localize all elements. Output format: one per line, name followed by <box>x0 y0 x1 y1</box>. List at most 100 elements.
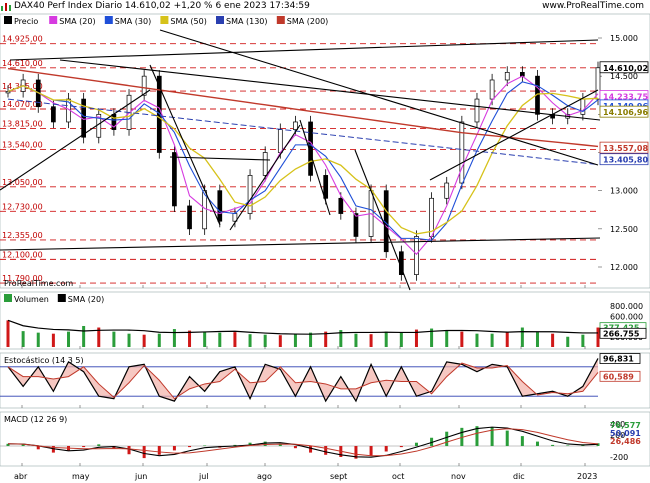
volume-bar <box>248 334 252 347</box>
macd-histogram-bar <box>293 446 297 449</box>
site-url: www.ProRealTime.com <box>542 1 644 11</box>
macd-histogram-bar <box>535 441 539 446</box>
macd-histogram-bar <box>414 442 418 446</box>
legend-swatch <box>216 16 224 24</box>
trend-line <box>169 156 271 161</box>
panel-price <box>0 13 650 289</box>
volume-bar <box>339 330 343 347</box>
right-label-box <box>599 153 649 166</box>
legend-label: SMA (130) <box>226 17 268 26</box>
macd-histogram-bar <box>172 446 176 451</box>
volume-bar <box>490 333 494 347</box>
right-label: 14.106,96 <box>603 108 648 117</box>
x-tick-label: abr <box>14 472 28 481</box>
right-label-box <box>599 370 641 382</box>
candle <box>172 152 177 207</box>
watermark: ProRealTime.com <box>4 279 73 288</box>
support-label: 13.050,00 <box>2 178 43 187</box>
x-tick-label: ago <box>257 472 272 481</box>
right-label-box <box>599 141 649 154</box>
right-label: 96,831 <box>603 355 634 364</box>
macd-histogram-bar <box>445 431 449 446</box>
volume-bar <box>21 331 25 347</box>
candle <box>141 75 147 96</box>
support-label: 12.730,00 <box>2 202 43 211</box>
macd-histogram-bar <box>157 446 161 455</box>
x-tick-label: may <box>72 472 90 481</box>
chart-title: DAX40 Perf Index Diario 14.610,02 +1,20 … <box>14 1 310 11</box>
trend-line <box>0 237 601 251</box>
x-tick-label: oct <box>392 472 404 481</box>
candle <box>353 213 359 237</box>
macd-histogram-bar <box>248 442 252 446</box>
top-bar: DAX40 Perf Index Diario 14.610,02 +1,20 … <box>0 0 650 14</box>
volume-bar <box>263 334 267 347</box>
candle <box>338 197 344 214</box>
legend-swatch <box>49 16 58 24</box>
legend-swatch <box>4 16 12 24</box>
candle <box>459 121 465 184</box>
legend-swatch <box>104 16 113 24</box>
candle <box>187 205 192 230</box>
support-label: 14.610,00 <box>2 59 43 68</box>
support-label: 13.815,00 <box>2 119 43 128</box>
y-tick-label: 14.500 <box>610 72 638 81</box>
macd-histogram-bar <box>82 446 86 448</box>
legend-label: MACD (12 26 9) <box>4 415 67 424</box>
stoch-k-line <box>7 358 599 403</box>
macd-histogram-bar <box>490 427 494 446</box>
macd-histogram-bar <box>127 446 131 455</box>
right-label: 76,577 <box>610 421 641 430</box>
y-tick-label: 800.000 <box>610 302 643 311</box>
volume-bar <box>6 320 10 347</box>
trend-line <box>354 149 411 291</box>
macd-histogram-bar <box>566 445 570 446</box>
macd-histogram-bar <box>505 430 509 446</box>
volume-bar <box>460 331 464 347</box>
volume-bar <box>566 336 570 347</box>
candle <box>5 91 11 94</box>
legend-swatch <box>276 16 285 24</box>
candle <box>51 106 56 123</box>
sma-200-line <box>7 67 599 148</box>
candle <box>444 182 450 199</box>
chart-logo-icon <box>1 3 11 11</box>
volume-bar <box>384 331 388 347</box>
macd-histogram-bar <box>309 446 313 453</box>
x-tick-label: jun <box>134 472 147 481</box>
candle <box>262 152 268 176</box>
y-tick-label: 13.000 <box>610 187 638 196</box>
macd-histogram-bar <box>97 444 101 446</box>
right-label-box <box>599 327 647 339</box>
x-tick-label: dic <box>513 472 525 481</box>
right-label: 60,589 <box>603 372 634 381</box>
right-label-box <box>599 353 641 364</box>
candle <box>247 175 253 214</box>
macd-histogram-bar <box>36 446 40 450</box>
right-label: 14.233,75 <box>603 92 648 101</box>
volume-bar <box>157 333 161 347</box>
macd-histogram-bar <box>203 445 207 446</box>
volume-bar <box>172 329 176 347</box>
volume-bar <box>233 332 237 347</box>
volume-bar <box>535 332 539 347</box>
trend-line <box>9 39 599 61</box>
macd-histogram-bar <box>369 446 373 456</box>
support-label: 14.070,00 <box>2 100 43 109</box>
volume-bar <box>324 331 328 347</box>
candle <box>489 79 495 100</box>
volume-bar <box>399 332 403 347</box>
volume-bar <box>414 329 418 347</box>
volume-bar <box>354 333 358 347</box>
macd-histogram-bar <box>430 437 434 446</box>
legend-swatch <box>4 294 12 302</box>
volume-bar <box>581 334 585 347</box>
support-label: 12.100,00 <box>2 250 43 259</box>
volume-bar <box>188 330 192 347</box>
volume-bar <box>309 332 313 347</box>
volume-bar <box>430 328 434 347</box>
volume-bar <box>36 332 40 347</box>
candle <box>323 175 329 199</box>
volume-bar <box>505 331 509 347</box>
right-label: 14.610,02 <box>603 64 648 73</box>
